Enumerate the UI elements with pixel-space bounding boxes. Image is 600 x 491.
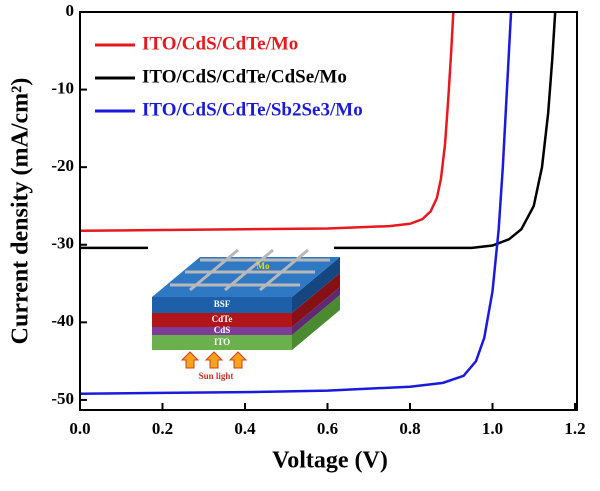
inset-diagram: Mo BSF CdTe CdS ITO Sun light [148, 240, 340, 388]
curve [79, 11, 455, 233]
y-tick-label: 0 [66, 1, 75, 20]
y-tick-label: -10 [51, 78, 74, 97]
ito-layer [152, 335, 292, 350]
cds-side [292, 287, 340, 335]
mo-grid [170, 248, 330, 292]
x-axis-label: Voltage (V) [272, 448, 388, 474]
sun-arrows [180, 351, 248, 369]
ito-side [292, 295, 340, 350]
x-tick-label: 0.8 [399, 419, 420, 438]
inset-label: CdS [214, 325, 231, 335]
inset-label: CdTe [212, 314, 233, 324]
x-tick-label: 0.6 [317, 419, 338, 438]
y-tick-label: -50 [51, 389, 74, 408]
legend-label: ITO/CdS/CdTe/Mo [142, 33, 298, 54]
curve [79, 11, 513, 395]
legend-label: ITO/CdS/CdTe/CdSe/Mo [142, 66, 347, 87]
cds-layer [152, 327, 292, 335]
inset-label: BSF [214, 299, 231, 309]
bsf-side [292, 257, 340, 313]
bsf-top [152, 257, 340, 297]
x-tick-label: 1.2 [564, 419, 585, 438]
legend-label: ITO/CdS/CdTe/Sb2Se3/Mo [142, 99, 363, 120]
y-axis-label: Current density (mA/cm²) [8, 78, 34, 345]
y-tick-label: -20 [51, 156, 74, 175]
bsf-layer [152, 297, 292, 313]
x-tick-label: 0.2 [152, 419, 173, 438]
x-tick-label: 0.4 [234, 419, 256, 438]
inset-label: Mo [257, 261, 270, 271]
inset-label: ITO [214, 337, 230, 347]
y-tick-label: -30 [51, 234, 74, 253]
cdte-layer [152, 313, 292, 327]
cdte-side [292, 273, 340, 327]
x-tick-label: 0.0 [69, 419, 90, 438]
y-tick-label: -40 [51, 311, 74, 330]
inset-label: Sun light [199, 371, 234, 381]
x-tick-label: 1.0 [482, 419, 503, 438]
